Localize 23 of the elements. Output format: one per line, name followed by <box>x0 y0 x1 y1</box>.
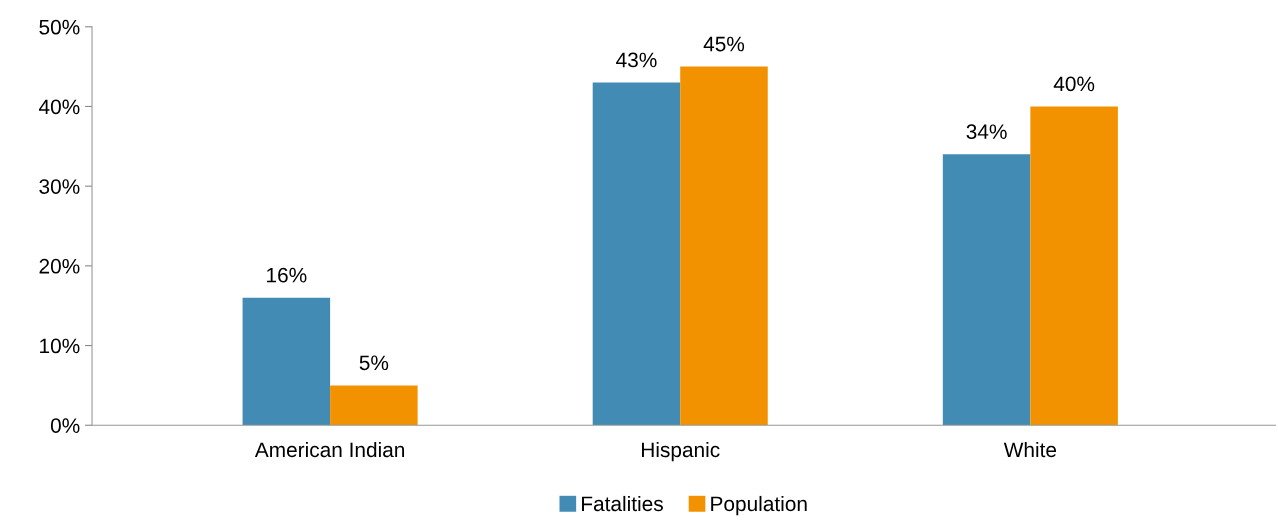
y-tick-label: 30% <box>39 179 80 194</box>
y-tick-label: 0% <box>50 418 80 433</box>
x-tick-label: Hispanic <box>641 441 720 462</box>
data-label: 40% <box>1053 76 1095 92</box>
bar <box>942 154 1031 426</box>
data-label: 43% <box>616 52 657 68</box>
y-tick-label: 20% <box>39 258 80 274</box>
bar <box>242 297 331 426</box>
data-label: 5% <box>359 355 389 371</box>
bar <box>330 385 418 426</box>
data-label: 34% <box>966 124 1007 140</box>
y-tick-label: 10% <box>40 338 80 354</box>
data-label: 45% <box>703 36 745 52</box>
data-label: 16% <box>267 267 307 283</box>
legend-label: Fatalities <box>582 495 663 512</box>
legend-label: Population <box>711 495 807 516</box>
bar <box>1030 106 1118 426</box>
y-tick-label: 40% <box>38 99 80 115</box>
bar <box>680 66 768 426</box>
y-tick-label: 50% <box>39 19 80 35</box>
x-tick-label: American Indian <box>254 441 405 458</box>
x-tick-label: White <box>1003 441 1057 458</box>
bar <box>592 82 681 426</box>
